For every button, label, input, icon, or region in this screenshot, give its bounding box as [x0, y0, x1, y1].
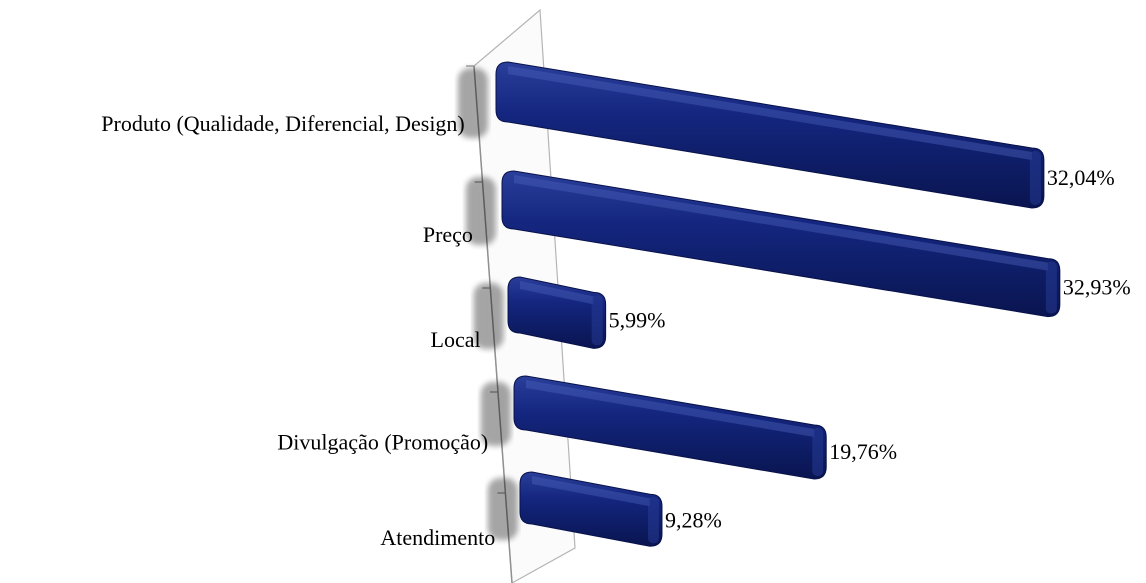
bar-shadows — [457, 68, 518, 540]
bars — [495, 61, 1061, 547]
bar-highlight — [508, 66, 1032, 161]
bar-shadow — [457, 68, 488, 138]
bar-shadow — [487, 478, 518, 540]
bar-shadow — [465, 177, 496, 245]
bar-highlight — [514, 175, 1048, 271]
category-labels: Produto (Qualidade, Diferencial, Design)… — [101, 111, 495, 550]
bar-preco — [501, 170, 1061, 318]
data-label-divulgacao-promocao: 19,76% — [829, 439, 897, 464]
data-label-produto-qualidade-diferencial-design: 32,04% — [1047, 165, 1115, 190]
bar-end-cap — [647, 497, 659, 544]
bar-local — [507, 276, 607, 349]
bar-divulgacao-promocao — [513, 375, 827, 480]
bar-highlight — [526, 380, 815, 438]
category-label-preco: Preço — [423, 222, 473, 247]
bar-produto-qualidade-diferencial-design — [495, 61, 1045, 209]
bar-end-cap — [1045, 261, 1057, 314]
data-label-atendimento: 9,28% — [665, 507, 722, 532]
bar-atendimento — [519, 471, 663, 547]
category-label-produto-qualidade-diferencial-design: Produto (Qualidade, Diferencial, Design) — [101, 111, 465, 136]
data-labels: 32,04% 32,93% 5,99% 19,76% 9,28% — [609, 165, 1131, 532]
category-label-local: Local — [431, 327, 481, 352]
bar-highlight — [532, 476, 650, 507]
category-label-atendimento: Atendimento — [380, 525, 495, 550]
category-label-divulgacao-promocao: Divulgação (Promoção) — [277, 430, 488, 455]
data-label-local: 5,99% — [609, 307, 666, 332]
bar-end-cap — [1029, 151, 1041, 206]
data-label-preco: 32,93% — [1063, 275, 1131, 300]
bar-highlight — [520, 281, 594, 305]
bar-end-cap — [812, 428, 824, 477]
bar-end-cap — [591, 295, 603, 346]
bar-shadow — [473, 283, 504, 349]
bar-shadow — [480, 382, 511, 446]
